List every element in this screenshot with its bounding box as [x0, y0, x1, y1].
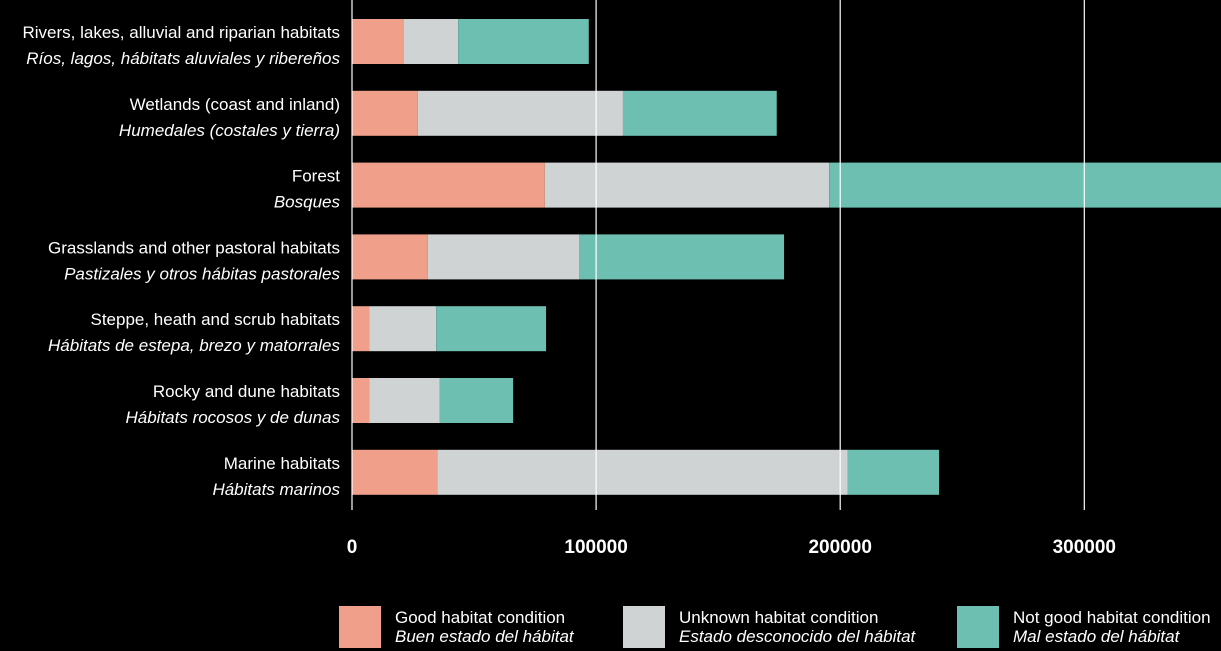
habitat-condition-chart: Rivers, lakes, alluvial and riparian hab… — [23, 0, 1221, 558]
legend-item-not-good: Not good habitat condition Mal estado de… — [957, 606, 1211, 648]
bar-not-good-4 — [436, 306, 547, 352]
legend-label-good-en: Good habitat condition — [395, 608, 566, 627]
bar-good-2 — [352, 162, 545, 208]
category-label-en-2: Forest — [292, 167, 340, 186]
bars-group — [352, 19, 1221, 495]
bar-good-0 — [352, 19, 404, 64]
legend-label-not-good-es: Mal estado del hábitat — [1013, 627, 1180, 646]
gridlines-group — [351, 0, 1085, 510]
bar-good-6 — [352, 449, 438, 495]
bar-unknown-0 — [403, 19, 459, 64]
category-label-es-0: Ríos, lagos, hábitats aluviales y ribere… — [26, 49, 340, 68]
category-label-es-6: Hábitats marinos — [212, 480, 340, 499]
legend-item-good: Good habitat condition Buen estado del h… — [339, 606, 574, 648]
bar-not-good-3 — [579, 234, 785, 280]
legend-swatch-unknown — [623, 606, 665, 648]
category-label-en-6: Marine habitats — [224, 454, 340, 473]
category-label-en-4: Steppe, heath and scrub habitats — [90, 310, 340, 329]
bar-unknown-5 — [369, 378, 440, 423]
bar-unknown-2 — [544, 162, 830, 208]
x-tick-labels-group: 0 100000 200000 300000 — [347, 537, 1116, 558]
bar-unknown-3 — [427, 234, 580, 280]
x-tick-label-1: 100000 — [564, 537, 627, 558]
category-label-en-3: Grasslands and other pastoral habitats — [48, 238, 340, 257]
bar-unknown-4 — [369, 306, 437, 352]
bar-not-good-1 — [622, 90, 777, 136]
category-label-en-1: Wetlands (coast and inland) — [130, 95, 340, 114]
category-label-es-2: Bosques — [274, 193, 341, 212]
bar-not-good-0 — [458, 19, 589, 64]
legend-swatch-not-good — [957, 606, 999, 648]
category-label-es-5: Hábitats rocosos y de dunas — [125, 408, 340, 427]
category-label-en-0: Rivers, lakes, alluvial and riparian hab… — [23, 23, 341, 42]
category-label-en-5: Rocky and dune habitats — [153, 382, 340, 401]
x-tick-label-3: 300000 — [1053, 537, 1116, 558]
bar-good-5 — [352, 378, 370, 423]
category-label-es-4: Hábitats de estepa, brezo y matorrales — [48, 336, 340, 355]
legend: Good habitat condition Buen estado del h… — [0, 606, 1221, 651]
bar-unknown-6 — [437, 449, 848, 495]
legend-swatch-good — [339, 606, 381, 648]
bar-not-good-6 — [847, 449, 940, 495]
legend-label-unknown-en: Unknown habitat condition — [679, 608, 879, 627]
legend-item-unknown: Unknown habitat condition Estado descono… — [623, 606, 915, 648]
x-tick-label-0: 0 — [347, 537, 358, 558]
bar-not-good-2 — [829, 162, 1221, 208]
bar-not-good-5 — [439, 378, 514, 423]
bar-unknown-1 — [417, 90, 623, 136]
category-labels-group: Rivers, lakes, alluvial and riparian hab… — [23, 23, 341, 499]
category-label-es-3: Pastizales y otros hábitas pastorales — [64, 264, 340, 283]
bar-good-3 — [352, 234, 428, 280]
legend-label-not-good-en: Not good habitat condition — [1013, 608, 1211, 627]
x-tick-label-2: 200000 — [808, 537, 871, 558]
legend-label-good-es: Buen estado del hábitat — [395, 627, 574, 646]
legend-label-unknown-es: Estado desconocido del hábitat — [679, 627, 916, 646]
bar-good-4 — [352, 306, 370, 352]
category-label-es-1: Humedales (costales y tierra) — [119, 121, 340, 140]
bar-good-1 — [352, 90, 418, 136]
